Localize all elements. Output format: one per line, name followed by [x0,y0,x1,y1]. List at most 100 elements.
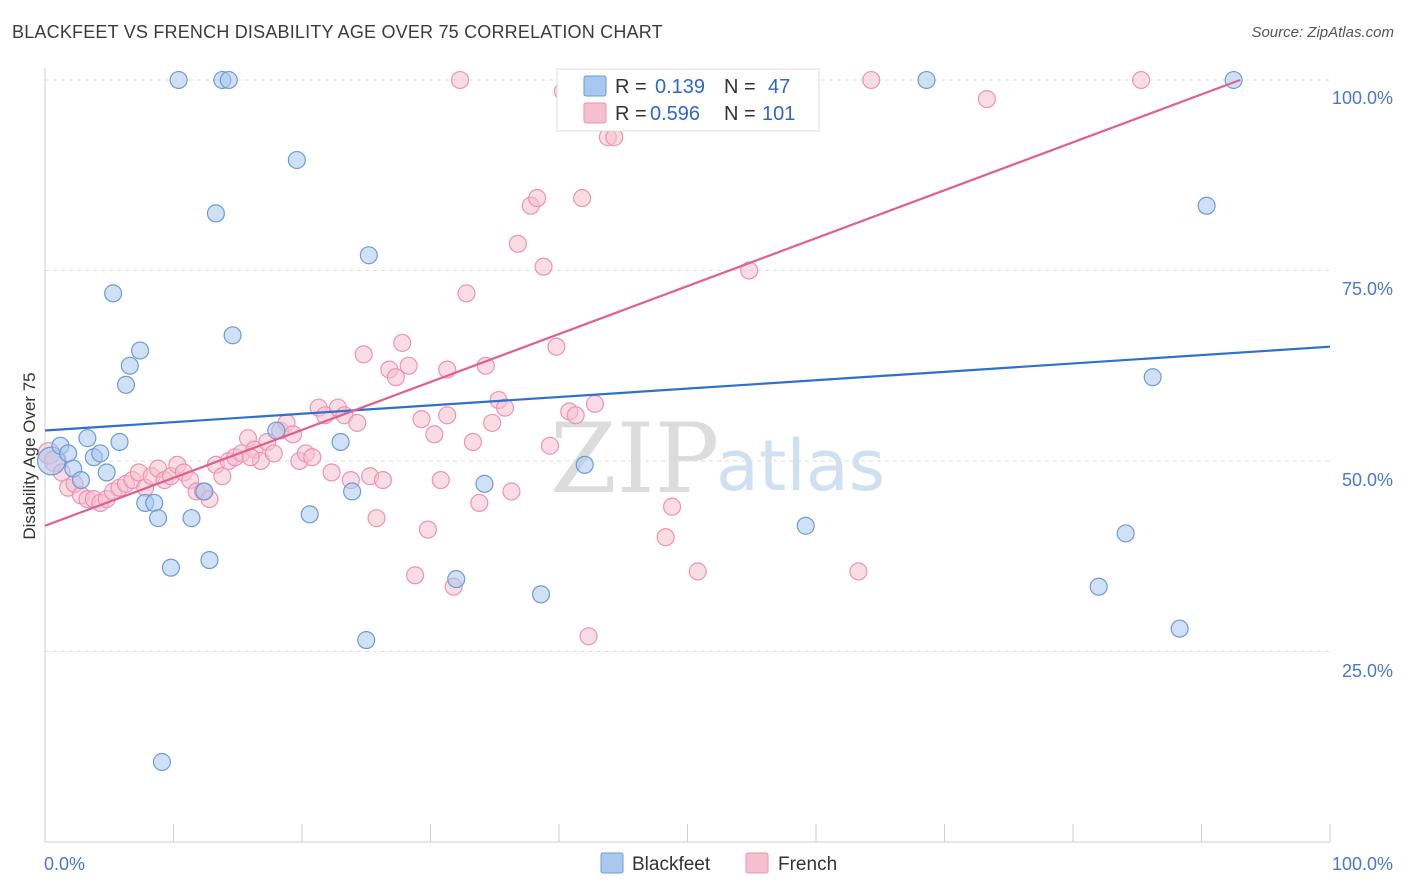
french-point-54 [386,368,405,387]
stats-legend: R = 0.139 N = 47 R = 0.596 N = 101 [556,68,820,132]
french-point-41 [303,448,322,467]
blackfeet-point-33 [359,246,378,265]
blackfeet-point-41 [1116,524,1135,543]
blackfeet-point-36 [531,585,551,604]
french-point-64 [450,70,470,90]
blackfeet-legend-swatch [583,75,607,97]
blackfeet-n-label: N = [724,76,756,98]
french-legend-swatch [583,102,607,124]
blackfeet-point-7 [91,444,110,463]
french-point-52 [373,470,393,490]
blackfeet-point-37 [575,455,594,474]
french-point-69 [483,413,502,432]
french-point-61 [431,470,450,490]
blackfeet-point-16 [149,509,168,528]
french-point-58 [412,410,431,429]
blackfeet-point-11 [116,375,136,394]
french-point-57 [406,566,425,585]
blackfeet-r-label: R = [615,76,647,98]
french-point-91 [663,497,682,516]
french-point-67 [470,493,489,512]
y-axis-label: Disability Age Over 75 [20,372,39,539]
watermark: ZIP atlas [550,403,885,515]
french-r-label: R = [615,103,647,125]
french-point-72 [502,482,521,501]
french-trend-line [44,78,1241,527]
blackfeet-bottom-swatch [600,852,624,874]
blackfeet-point-31 [343,482,362,501]
french-point-96 [977,89,996,109]
blackfeet-point-42 [1143,368,1162,387]
blackfeet-point-10 [110,432,129,452]
chart-title: BLACKFEET VS FRENCH DISABILITY AGE OVER … [12,22,663,42]
french-point-82 [573,189,592,208]
french-point-59 [418,520,437,539]
french-point-84 [585,394,605,413]
french-n-value: 101 [762,103,795,125]
blackfeet-point-12 [120,356,139,375]
x-tick-label-min: 0.0% [44,854,85,874]
blackfeet-point-19 [169,70,188,90]
points-layer [36,70,1243,772]
french-legend-label: French [778,854,837,875]
french-n-label: N = [724,103,756,125]
blackfeet-point-20 [182,509,201,528]
blackfeet-point-8 [97,463,116,482]
blackfeet-point-29 [300,505,319,524]
french-point-71 [495,398,515,417]
french-point-76 [534,257,553,276]
french-point-49 [354,345,373,364]
french-point-83 [579,627,598,646]
blackfeet-point-17 [152,752,171,772]
french-point-90 [656,528,675,547]
french-point-92 [688,562,707,581]
x-tick-label-max: 100.0% [1332,854,1393,874]
french-point-27 [213,467,232,486]
french-point-78 [547,337,566,356]
blackfeet-point-22 [200,550,219,570]
blackfeet-legend-label: Blackfeet [632,854,711,875]
french-point-94 [849,562,868,581]
blackfeet-point-30 [331,432,350,452]
blackfeet-point-15 [145,493,164,512]
blackfeet-point-23 [206,204,225,223]
blackfeet-point-34 [447,570,466,589]
french-point-68 [476,356,495,375]
french-point-77 [540,436,560,455]
source-note: Source: ZipAtlas.com [1251,24,1394,41]
french-r-value: 0.596 [650,103,700,125]
french-point-75 [528,189,547,208]
y-tick-label-50: 50.0% [1342,470,1393,490]
french-point-73 [508,234,527,253]
french-point-95 [862,70,881,90]
blackfeet-point-44 [1197,196,1216,215]
french-point-55 [393,333,412,352]
blackfeet-point-2 [59,444,78,463]
french-point-65 [457,284,476,303]
axis-layer [44,68,1331,843]
blackfeet-point-39 [917,70,936,90]
french-point-99 [438,406,457,425]
french-point-44 [322,463,341,482]
blackfeet-point-38 [796,516,815,535]
french-point-66 [463,432,482,452]
blackfeet-point-4 [71,470,91,490]
y-tick-label-75: 75.0% [1342,279,1393,299]
french-point-48 [348,413,367,432]
trend-layer [44,78,1331,527]
french-point-81 [566,406,585,425]
blackfeet-r-value: 0.139 [655,76,705,98]
blackfeet-trend-line [44,345,1331,432]
french-point-35 [264,444,283,463]
blackfeet-point-28 [287,150,306,170]
blackfeet-point-18 [161,558,180,577]
blackfeet-point-43 [1170,619,1189,638]
y-tick-label-25: 25.0% [1342,661,1393,681]
blackfeet-point-25 [219,70,238,90]
blackfeet-point-13 [131,341,150,360]
y-tick-label-100: 100.0% [1332,88,1393,108]
watermark-atlas: atlas [716,425,885,507]
blackfeet-point-26 [223,326,242,345]
series-legend: Blackfeet French [600,852,837,875]
